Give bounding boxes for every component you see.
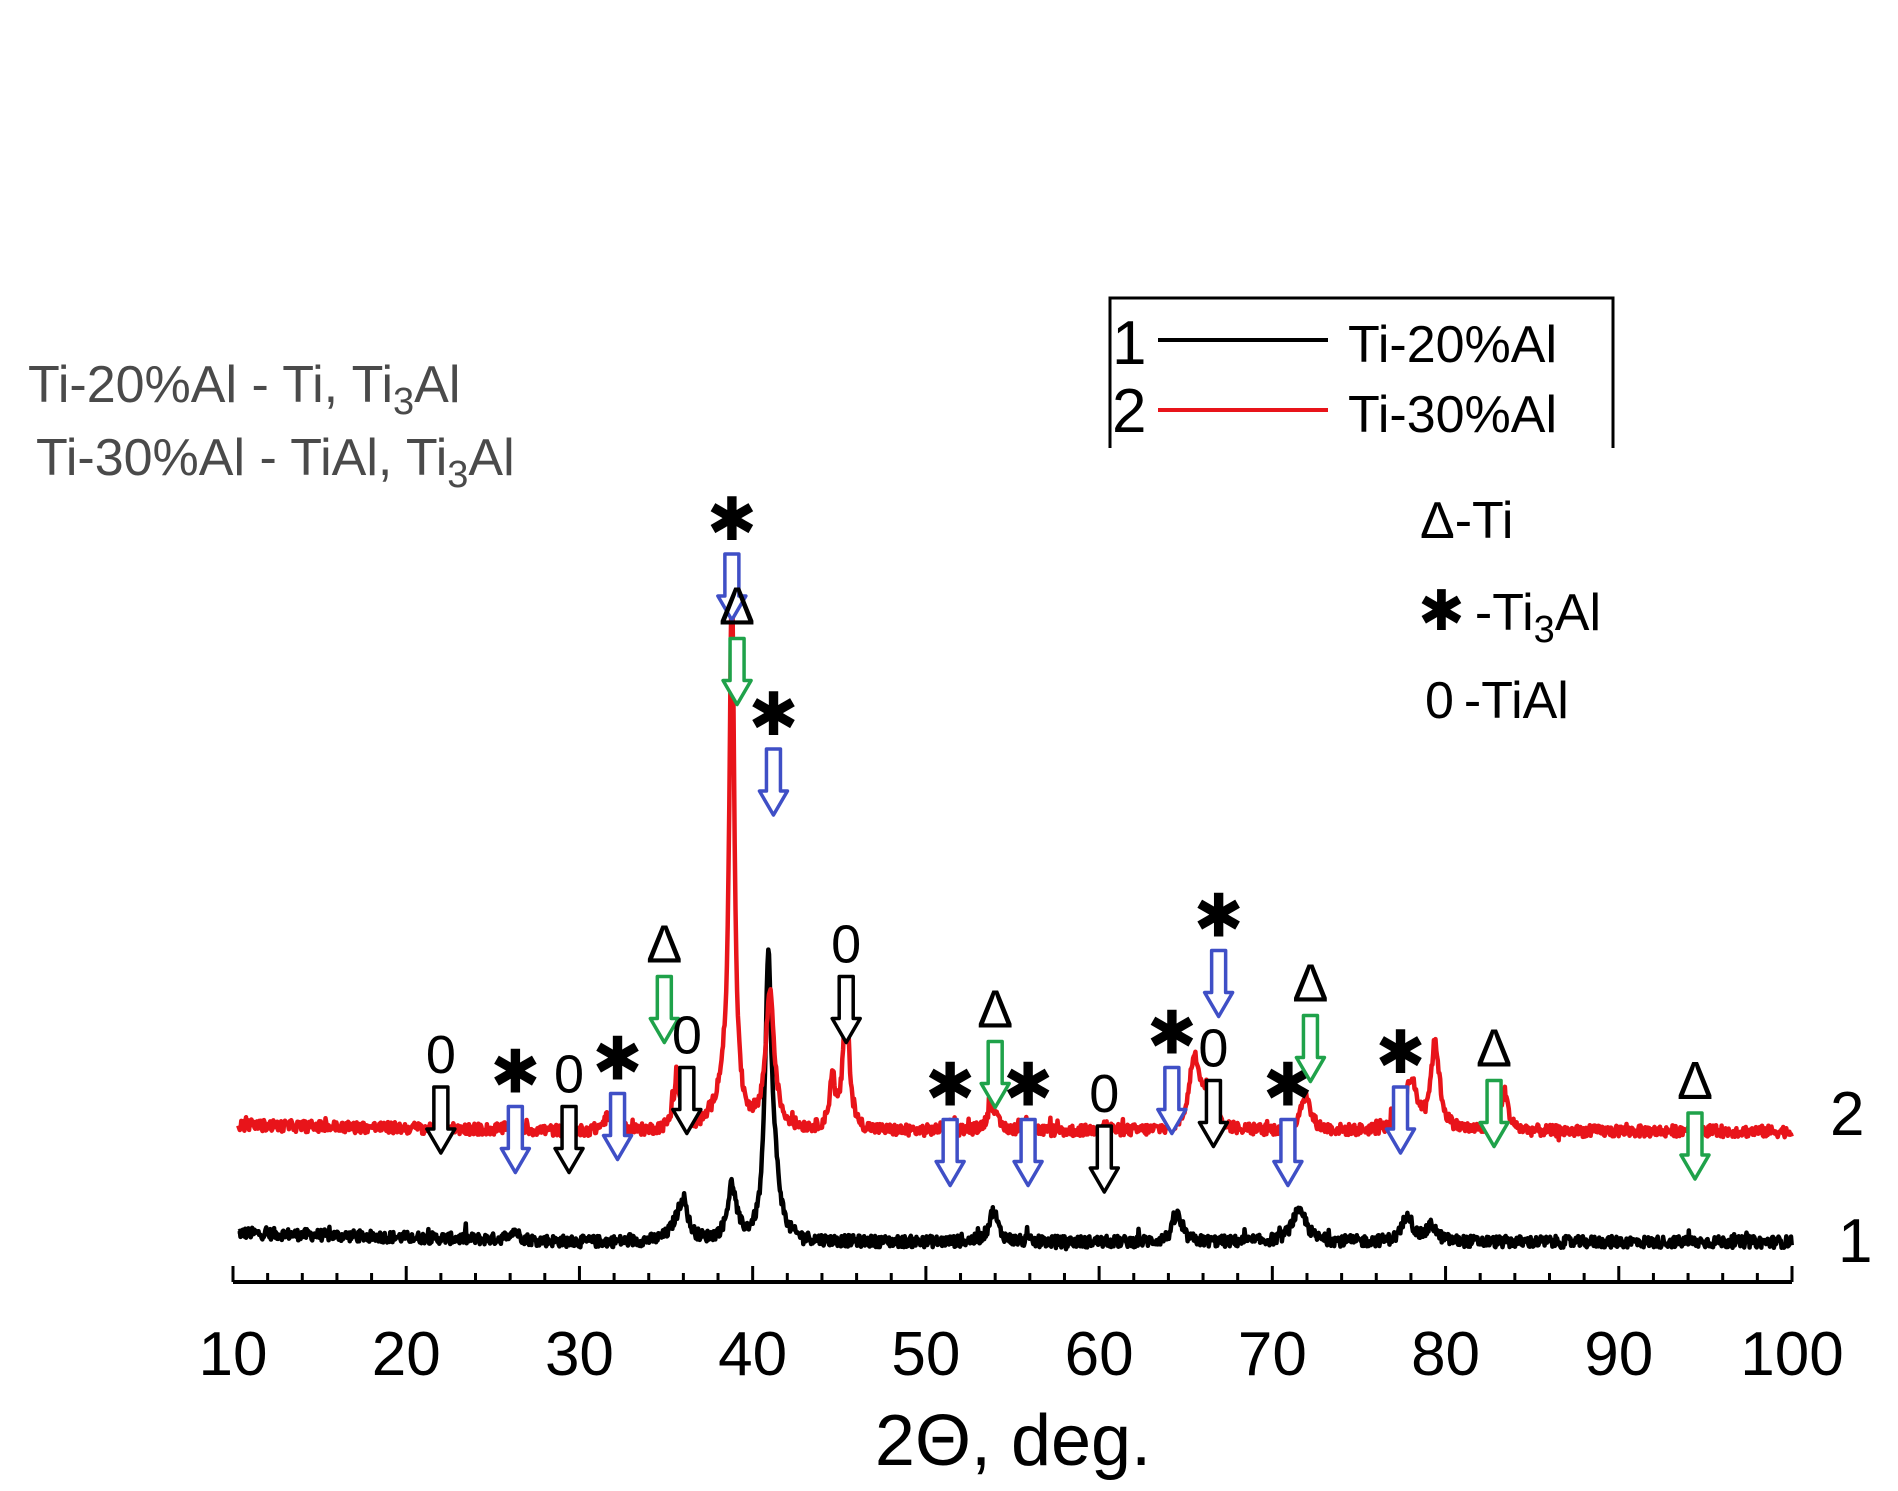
phase-symbol: ✱	[748, 681, 798, 748]
phase-symbol: ✱	[1147, 1000, 1197, 1067]
down-arrow-icon	[1679, 1111, 1711, 1181]
phase-marker-ti3al: ✱	[748, 681, 799, 817]
down-arrow-icon	[1272, 1117, 1304, 1188]
phase-marker-ti: Δ	[1677, 1051, 1713, 1181]
phase-marker-ti: Δ	[1292, 954, 1328, 1084]
down-arrow-icon	[757, 747, 790, 817]
composition-note-line1: Ti-20%Al - Ti, Ti3Al	[28, 356, 460, 423]
down-arrow-icon	[1478, 1078, 1510, 1149]
x-ticks: 10 20 30 40 50 60 70 80 90 100	[199, 1266, 1844, 1389]
annotation-layer: 0 ✱ 0 ✱Δ0✱Δ✱0✱Δ✱ 0✱ 0✱✱Δ✱ ΔΔ	[425, 486, 1713, 1194]
down-arrow-icon	[1294, 1013, 1327, 1084]
phase-marker-tial: 0	[1197, 1019, 1230, 1149]
down-arrow-icon	[934, 1117, 966, 1188]
phase-marker-ti: Δ	[719, 577, 755, 707]
phase-marker-ti3al: ✱	[707, 486, 757, 622]
phase-symbol: 0	[554, 1045, 584, 1105]
legend-label-2: Ti-30%Al	[1348, 386, 1557, 444]
x-tick-label: 80	[1411, 1320, 1480, 1389]
phase-symbol: ✱	[1193, 883, 1243, 950]
phase-marker-tial: 0	[671, 1006, 703, 1136]
down-arrow-icon	[721, 636, 753, 707]
phase-symbol: Δ	[1292, 954, 1328, 1014]
phase-marker-ti3al: ✱	[925, 1052, 975, 1188]
x-tick-label: 10	[199, 1320, 268, 1389]
phase-marker-tial: 0	[830, 915, 862, 1045]
phase-marker-tial: 0	[1088, 1064, 1121, 1194]
down-arrow-icon	[1384, 1085, 1417, 1155]
down-arrow-icon	[716, 552, 748, 622]
down-arrow-icon	[1156, 1065, 1188, 1136]
phase-symbol: 0	[426, 1025, 456, 1085]
phase-symbol: Δ	[719, 577, 755, 637]
down-arrow-icon	[601, 1091, 634, 1162]
phase-marker-ti3al: ✱	[490, 1039, 540, 1175]
phase-symbol: Δ	[1476, 1019, 1512, 1079]
phase-marker-tial: 0	[553, 1045, 585, 1175]
x-tick-label: 20	[372, 1320, 441, 1389]
phase-key-tial: 0 -TiAl	[1425, 672, 1569, 730]
curve-label-1: 1	[1838, 1207, 1872, 1276]
legend: 1 Ti-20%Al 2 Ti-30%Al	[1108, 296, 1615, 448]
legend-number-2: 2	[1112, 377, 1146, 446]
down-arrow-icon	[979, 1039, 1011, 1110]
phase-symbol: 0	[831, 915, 861, 975]
series-line-1	[236, 947, 1794, 1252]
legend-box	[1108, 296, 1615, 448]
composition-note: Ti-20%Al - Ti, Ti3Al Ti-30%Al - TiAl, Ti…	[28, 356, 515, 496]
phase-marker-ti3al: ✱	[592, 1026, 643, 1162]
down-arrow-icon	[553, 1104, 585, 1175]
x-tick-label: 30	[545, 1320, 614, 1389]
down-arrow-icon	[1088, 1124, 1121, 1194]
phase-marker-ti: Δ	[1476, 1019, 1512, 1149]
phase-marker-ti3al: ✱	[1147, 1000, 1197, 1136]
phase-marker-ti3al: ✱	[1193, 883, 1244, 1019]
phase-key-ti: Δ-Ti	[1420, 492, 1513, 550]
down-arrow-icon	[1202, 948, 1235, 1019]
phase-symbol: Δ	[977, 980, 1013, 1040]
series-layer	[236, 581, 1794, 1252]
down-arrow-icon	[425, 1085, 457, 1155]
legend-number-1: 1	[1112, 309, 1146, 378]
phase-key: Δ-Ti ✱ -Ti3Al 0 -TiAl	[1418, 492, 1601, 730]
phase-symbol: ✱	[1375, 1019, 1425, 1086]
phase-symbol: ✱	[592, 1026, 642, 1093]
phase-marker-ti3al: ✱	[1003, 1052, 1053, 1188]
down-arrow-icon	[1197, 1078, 1230, 1149]
x-tick-label: 70	[1238, 1320, 1307, 1389]
down-arrow-icon	[648, 974, 681, 1045]
x-axis-label: 2Θ, deg.	[875, 1401, 1151, 1481]
phase-marker-ti3al: ✱	[1375, 1019, 1426, 1155]
x-tick-label: 100	[1740, 1320, 1843, 1389]
x-tick-label: 90	[1584, 1320, 1653, 1389]
curve-label-2: 2	[1830, 1080, 1864, 1149]
phase-symbol: 0	[1089, 1064, 1119, 1124]
down-arrow-icon	[499, 1104, 532, 1175]
legend-label-1: Ti-20%Al	[1348, 316, 1557, 374]
phase-symbol: Δ	[1677, 1051, 1713, 1111]
phase-key-ti3al: ✱ -Ti3Al	[1418, 579, 1601, 651]
phase-symbol: ✱	[490, 1039, 540, 1106]
phase-marker-ti: Δ	[977, 980, 1013, 1110]
phase-symbol: ✱	[1003, 1052, 1053, 1119]
composition-note-line2: Ti-30%Al - TiAl, Ti3Al	[36, 429, 515, 496]
down-arrow-icon	[830, 974, 862, 1045]
down-arrow-icon	[671, 1065, 703, 1136]
x-axis: 10 20 30 40 50 60 70 80 90 100 2Θ, deg.	[199, 1266, 1844, 1481]
phase-symbol: ✱	[925, 1052, 975, 1119]
down-arrow-icon	[1012, 1117, 1044, 1188]
phase-symbol: 0	[672, 1006, 702, 1066]
phase-marker-ti: Δ	[646, 915, 682, 1045]
x-tick-label: 50	[891, 1320, 960, 1389]
x-tick-label: 40	[718, 1320, 787, 1389]
phase-symbol: 0	[1198, 1019, 1228, 1079]
phase-symbol: Δ	[646, 915, 682, 975]
x-tick-label: 60	[1065, 1320, 1134, 1389]
phase-marker-tial: 0	[425, 1025, 457, 1155]
series-line-2	[236, 581, 1794, 1143]
phase-symbol: ✱	[707, 486, 757, 553]
